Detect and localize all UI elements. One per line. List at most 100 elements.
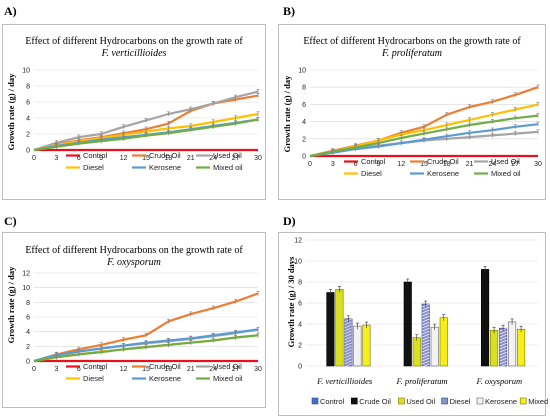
chart3-bar-hatch (421, 318, 430, 323)
chart3-legend-label: Mixed oil (528, 397, 550, 406)
chart3-legend-swatch (350, 397, 358, 405)
chart3-bar-hatch (499, 330, 507, 335)
chart2-legend-label: Diesel (83, 374, 104, 383)
chart3-bar (353, 325, 362, 367)
chart3-bar-hatch (421, 336, 430, 341)
chart-b-subtitle: F. proliferatum (381, 48, 442, 59)
chart2-xtick-label: 3 (54, 366, 58, 373)
chart2-legend-label: Crude Oil (149, 362, 181, 371)
chart3-bar-hatch (344, 321, 353, 326)
chart3-bar-hatch (421, 345, 430, 350)
chart3-bar-hatch (421, 306, 430, 311)
chart1-ytick-label: 4 (302, 119, 306, 126)
chart0-xtick-label: 24 (209, 155, 217, 162)
chart0-xtick-label: 0 (32, 155, 36, 162)
chart-a-title: Effect of different Hydrocarbons on the … (25, 36, 243, 47)
chart3-bar-hatch (344, 339, 353, 344)
chart3-bar-hatch (499, 363, 507, 368)
panel-label-b: B) (283, 4, 295, 18)
chart2-ytick-label: 4 (26, 329, 30, 336)
chart2-xtick-label: 6 (77, 366, 81, 373)
chart0-legend-label: Control (83, 151, 108, 160)
chart2-legend-label: Mixed oil (213, 374, 243, 383)
chart3-legend-label: Diesel (450, 397, 471, 406)
chart3-bar-hatch (344, 345, 353, 350)
chart1-xtick-label: 18 (443, 161, 451, 168)
chart3-bar-hatch (499, 354, 507, 359)
chart-a-ylabel: Growth rate (g) / day (6, 73, 16, 151)
chart3-legend-label: Crude Oil (359, 397, 391, 406)
chart3-bar-hatch (344, 333, 353, 338)
chart3-legend-swatch (398, 397, 405, 405)
panel-label-d: D) (283, 214, 296, 228)
chart3-bar-hatch (421, 324, 430, 329)
chart3-bar (430, 326, 439, 367)
chart3-ytick-label: 8 (298, 280, 302, 287)
chart3-legend-swatch (519, 397, 527, 405)
chart2-xtick-label: 0 (32, 366, 36, 373)
chart-c-title: Effect of different Hydrocarbons on the … (25, 245, 243, 256)
chart3-bar-hatch (499, 351, 507, 356)
chart3-bar-hatch (421, 351, 430, 356)
chart1-legend-label: Control (361, 157, 386, 166)
chart0-ytick-label: 0 (26, 148, 30, 155)
chart3-bar-hatch (421, 360, 430, 365)
chart0-ytick-label: 10 (22, 68, 30, 75)
chart3-bar (439, 317, 448, 367)
chart1-legend-label: Kerosene (427, 169, 459, 178)
chart3-bar (326, 292, 335, 367)
chart1-xtick-label: 12 (397, 161, 405, 168)
chart3-legend-swatch (311, 397, 319, 405)
chart3-bar-hatch (499, 357, 507, 362)
chart1-xtick-label: 3 (331, 161, 335, 168)
chart3-bar-hatch (344, 330, 353, 335)
chart3-legend-swatch (476, 397, 484, 405)
chart1-legend-label: Diesel (361, 169, 382, 178)
chart2-xtick-label: 12 (120, 366, 128, 373)
chart3-bar-hatch (499, 339, 507, 344)
chart-c-ylabel: Growth rate (g) / day (6, 266, 16, 344)
chart2-legend-label: Control (83, 362, 108, 371)
chart3-legend-label: Kerosene (485, 397, 517, 406)
chart2-ytick-label: 8 (26, 300, 30, 307)
chart-a-subtitle: F. verticillioides (101, 48, 167, 59)
chart3-bar-hatch (344, 336, 353, 341)
chart2-xtick-label: 18 (165, 366, 173, 373)
chart2-ytick-label: 0 (26, 359, 30, 366)
chart3-bar-hatch (344, 348, 353, 353)
chart2-ytick-label: 2 (26, 344, 30, 351)
chart3-bar (508, 321, 517, 367)
panel-c (2, 232, 266, 408)
chart3-bar-hatch (499, 360, 507, 365)
chart0-ytick-label: 4 (26, 116, 30, 123)
chart1-xtick-label: 0 (308, 161, 312, 168)
chart-c-subtitle: F. oxysporum (106, 257, 161, 268)
chart2-xtick-label: 9 (99, 366, 103, 373)
chart2-xtick-label: 24 (209, 366, 217, 373)
chart3-bar-hatch (344, 324, 353, 329)
panel-label-a: A) (4, 4, 17, 18)
chart3-category-label: F. proliferatum (395, 376, 447, 386)
chart3-bar-hatch (421, 339, 430, 344)
chart0-legend-label: Used Oil (213, 151, 242, 160)
chart3-ytick-label: 2 (298, 343, 302, 350)
chart2-xtick-label: 27 (232, 366, 240, 373)
chart0-legend-label: Crude Oil (149, 151, 181, 160)
chart3-ytick-label: 4 (298, 322, 302, 329)
chart1-xtick-label: 24 (489, 161, 497, 168)
chart3-bar-hatch (344, 342, 353, 347)
chart2-ytick-label: 6 (26, 315, 30, 322)
chart3-bar-hatch (499, 336, 507, 341)
chart1-legend-label: Used Oil (491, 157, 520, 166)
chart1-legend-label: Mixed oil (491, 169, 521, 178)
chart0-legend-label: Diesel (83, 163, 104, 172)
chart1-xtick-label: 21 (466, 161, 474, 168)
chart0-xtick-label: 30 (254, 155, 262, 162)
chart0-xtick-label: 18 (165, 155, 173, 162)
chart2-legend-label: Used Oil (213, 362, 242, 371)
chart1-ytick-label: 0 (302, 154, 306, 161)
chart3-bar-hatch (421, 321, 430, 326)
chart0-xtick-label: 6 (77, 155, 81, 162)
chart0-series-line (33, 94, 259, 152)
